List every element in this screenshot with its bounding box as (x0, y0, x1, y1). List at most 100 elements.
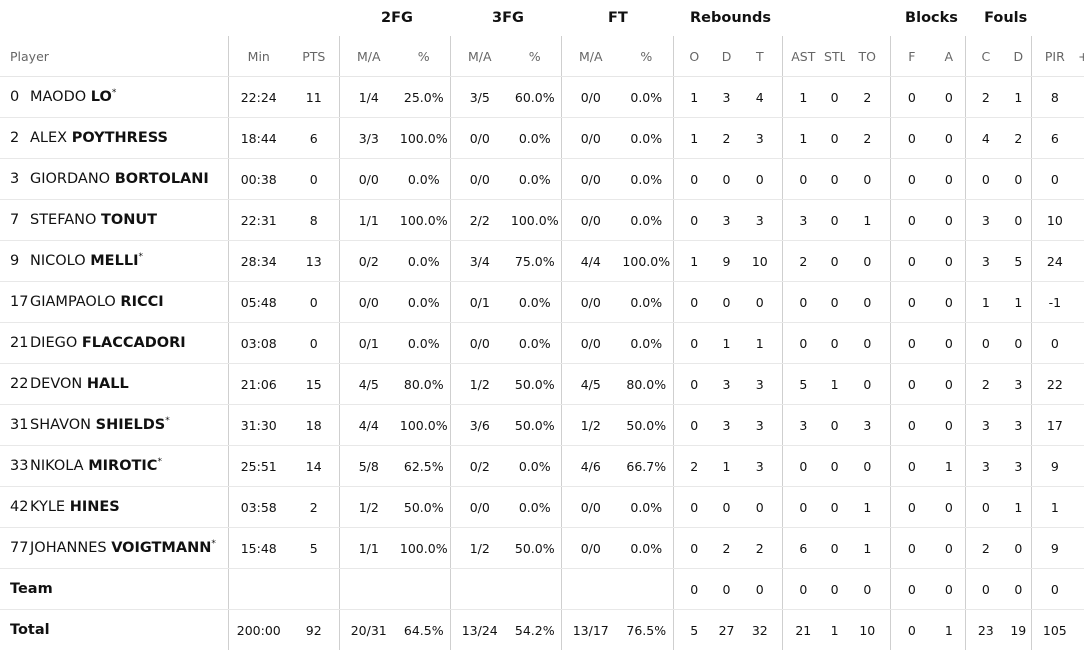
cell-blk-f: 0 (890, 446, 933, 487)
col-player[interactable]: Player (0, 36, 228, 77)
player-last-name: LO (91, 89, 112, 105)
cell-extra (1078, 569, 1084, 610)
col-foul-d[interactable]: D (1006, 36, 1031, 77)
cell-3fg-ma: 0/2 (450, 446, 509, 487)
col-reb-d[interactable]: D (715, 36, 738, 77)
cell-reb-t: 3 (738, 118, 782, 159)
cell-stl: 0 (824, 159, 845, 200)
col-reb-t[interactable]: T (738, 36, 782, 77)
cell-3fg-ma: 0/1 (450, 282, 509, 323)
cell-pts: 0 (289, 159, 339, 200)
cell-2fg-pct: 62.5% (398, 446, 450, 487)
cell-min: 05:48 (228, 282, 289, 323)
cell-2fg-ma: 3/3 (339, 118, 398, 159)
player-number: 7 (10, 212, 30, 228)
cell-pts: 92 (289, 610, 339, 650)
player-last-name: MELLI (90, 253, 138, 269)
cell-2fg-pct (398, 569, 450, 610)
cell-foul-d: 19 (1006, 610, 1031, 650)
cell-pir: 0 (1031, 159, 1078, 200)
cell-ft-pct: 76.5% (620, 610, 673, 650)
player-first-name: GIAMPAOLO (30, 294, 116, 310)
cell-reb-d: 3 (715, 200, 738, 241)
col-2fg-pct[interactable]: % (398, 36, 450, 77)
col-min[interactable]: Min (228, 36, 289, 77)
col-ast[interactable]: AST (782, 36, 824, 77)
col-3fg-pct[interactable]: % (509, 36, 561, 77)
col-ft-ma[interactable]: M/A (561, 36, 620, 77)
col-extra[interactable]: + (1078, 36, 1084, 77)
total-label: Total (0, 610, 228, 650)
col-pts[interactable]: PTS (289, 36, 339, 77)
cell-ast: 0 (782, 282, 824, 323)
player-first-name: KYLE (30, 499, 65, 515)
player-first-name: NIKOLA (30, 458, 84, 474)
cell-blk-a: 1 (933, 446, 965, 487)
col-stl[interactable]: STL (824, 36, 845, 77)
col-3fg-ma[interactable]: M/A (450, 36, 509, 77)
starter-marker: * (138, 252, 143, 262)
cell-stl: 1 (824, 610, 845, 650)
cell-foul-d: 1 (1006, 487, 1031, 528)
player-last-name: HINES (70, 499, 120, 515)
cell-3fg-pct: 0.0% (509, 446, 561, 487)
cell-foul-c: 0 (965, 159, 1006, 200)
cell-extra (1078, 241, 1084, 282)
cell-min: 25:51 (228, 446, 289, 487)
cell-ft-pct: 0.0% (620, 487, 673, 528)
cell-min: 22:24 (228, 77, 289, 118)
cell-stl: 0 (824, 241, 845, 282)
player-first-name: SHAVON (30, 417, 91, 433)
cell-blk-a: 0 (933, 241, 965, 282)
col-blk-a[interactable]: A (933, 36, 965, 77)
player-number: 2 (10, 130, 30, 146)
cell-ft-ma: 1/2 (561, 405, 620, 446)
cell-reb-o: 1 (673, 118, 715, 159)
cell-reb-t: 10 (738, 241, 782, 282)
cell-pir: 0 (1031, 323, 1078, 364)
col-foul-c[interactable]: C (965, 36, 1006, 77)
cell-pts: 0 (289, 282, 339, 323)
cell-stl: 0 (824, 282, 845, 323)
cell-foul-c: 3 (965, 241, 1006, 282)
cell-2fg-pct: 25.0% (398, 77, 450, 118)
cell-reb-o: 0 (673, 569, 715, 610)
cell-3fg-pct: 50.0% (509, 364, 561, 405)
player-first-name: STEFANO (30, 212, 96, 228)
boxscore-panel: 2FG 3FG FT Rebounds Blocks Fouls Player … (0, 0, 1084, 632)
cell-blk-f: 0 (890, 569, 933, 610)
cell-3fg-ma (450, 569, 509, 610)
cell-3fg-ma: 1/2 (450, 528, 509, 569)
col-pir[interactable]: PIR (1031, 36, 1078, 77)
col-2fg-ma[interactable]: M/A (339, 36, 398, 77)
col-to[interactable]: TO (845, 36, 890, 77)
col-blk-f[interactable]: F (890, 36, 933, 77)
cell-reb-d: 3 (715, 364, 738, 405)
col-reb-o[interactable]: O (673, 36, 715, 77)
col-ft-pct[interactable]: % (620, 36, 673, 77)
